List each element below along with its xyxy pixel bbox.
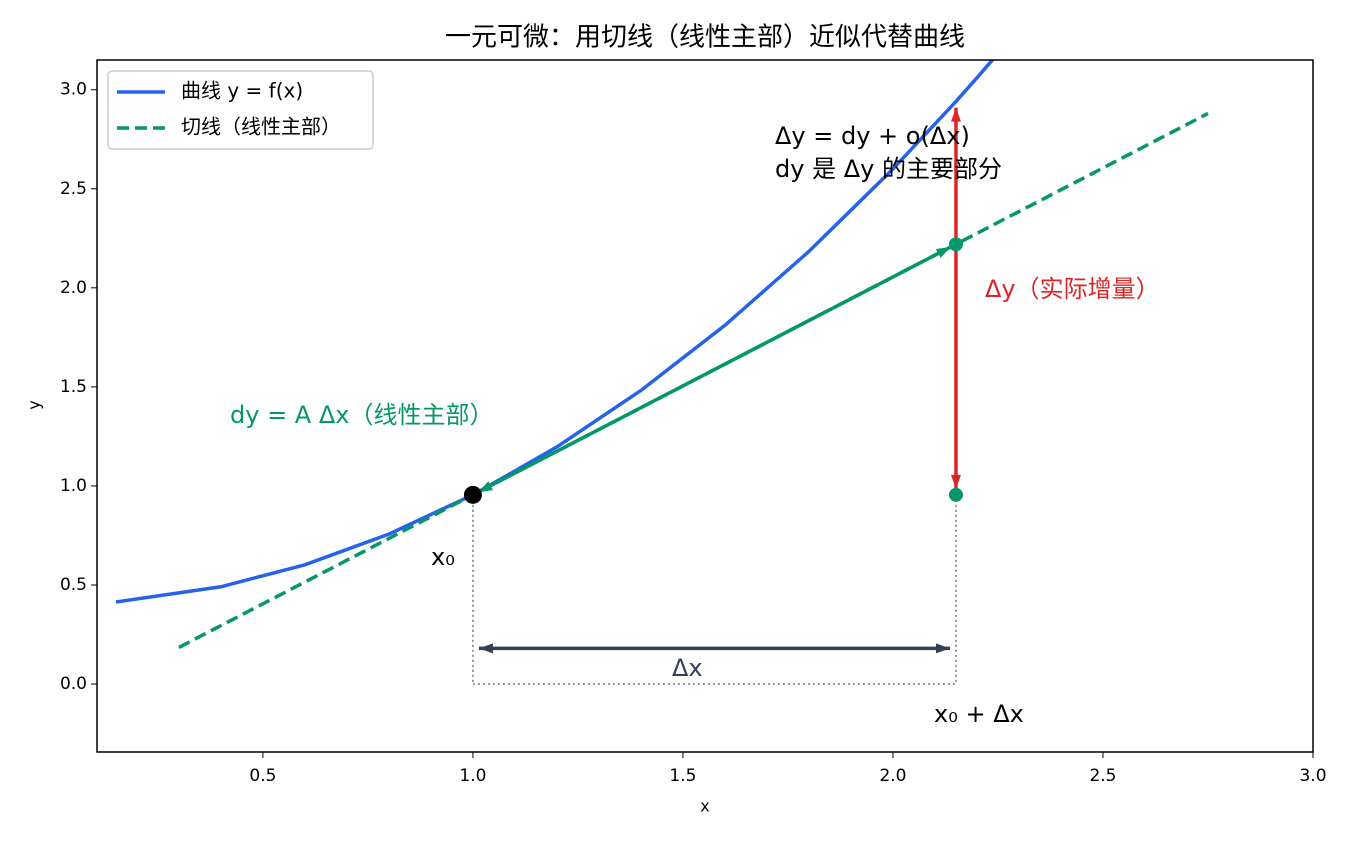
x-tick-label: 2.0	[879, 766, 906, 786]
annotation: Δy（实际增量）	[985, 275, 1160, 303]
x-tick-label: 1.0	[459, 766, 486, 786]
annotation: Δy = dy + o(Δx)	[775, 122, 970, 150]
x-tick-label: 3.0	[1299, 766, 1326, 786]
y-tick-label: 1.5	[60, 377, 87, 397]
annotation: Δx	[672, 654, 703, 682]
arrow	[950, 107, 961, 489]
plot-frame	[96, 59, 1314, 753]
x-tick-label: 1.5	[669, 766, 696, 786]
arrow-head	[935, 247, 951, 258]
arrow-head	[935, 643, 950, 654]
annotation: x₀ + Δx	[934, 700, 1024, 728]
legend-label: 切线（线性主部）	[181, 115, 341, 139]
y-tick-label: 0.5	[60, 575, 87, 595]
annotation: dy 是 Δy 的主要部分	[775, 155, 1002, 183]
arrow	[477, 245, 952, 494]
arrow	[478, 643, 950, 654]
arrow-head	[478, 481, 493, 493]
y-tick-label: 3.0	[60, 80, 87, 100]
arrow-head	[478, 643, 493, 654]
y-tick-label: 2.0	[60, 278, 87, 298]
annotation: x₀	[431, 543, 455, 571]
y-tick-label: 2.5	[60, 179, 87, 199]
legend-box	[107, 70, 374, 150]
x-tick-label: 0.5	[249, 766, 276, 786]
legend-label: 曲线 y = f(x)	[181, 79, 303, 103]
point	[463, 485, 482, 504]
chart-title: 一元可微：用切线（线性主部）近似代替曲线	[445, 23, 965, 53]
y-tick-label: 0.0	[60, 674, 87, 694]
annotation: dy = A Δx（线性主部）	[230, 401, 493, 429]
y-axis-label: y	[25, 400, 44, 409]
x-tick-label: 2.5	[1089, 766, 1116, 786]
series-line	[115, 60, 995, 604]
point	[948, 237, 963, 252]
arrow-head	[950, 107, 961, 122]
x-axis-label: x	[700, 797, 709, 816]
arrow-shaft	[477, 245, 952, 494]
point	[948, 487, 963, 502]
arrow-head	[950, 474, 961, 489]
y-tick-label: 1.0	[60, 476, 87, 496]
